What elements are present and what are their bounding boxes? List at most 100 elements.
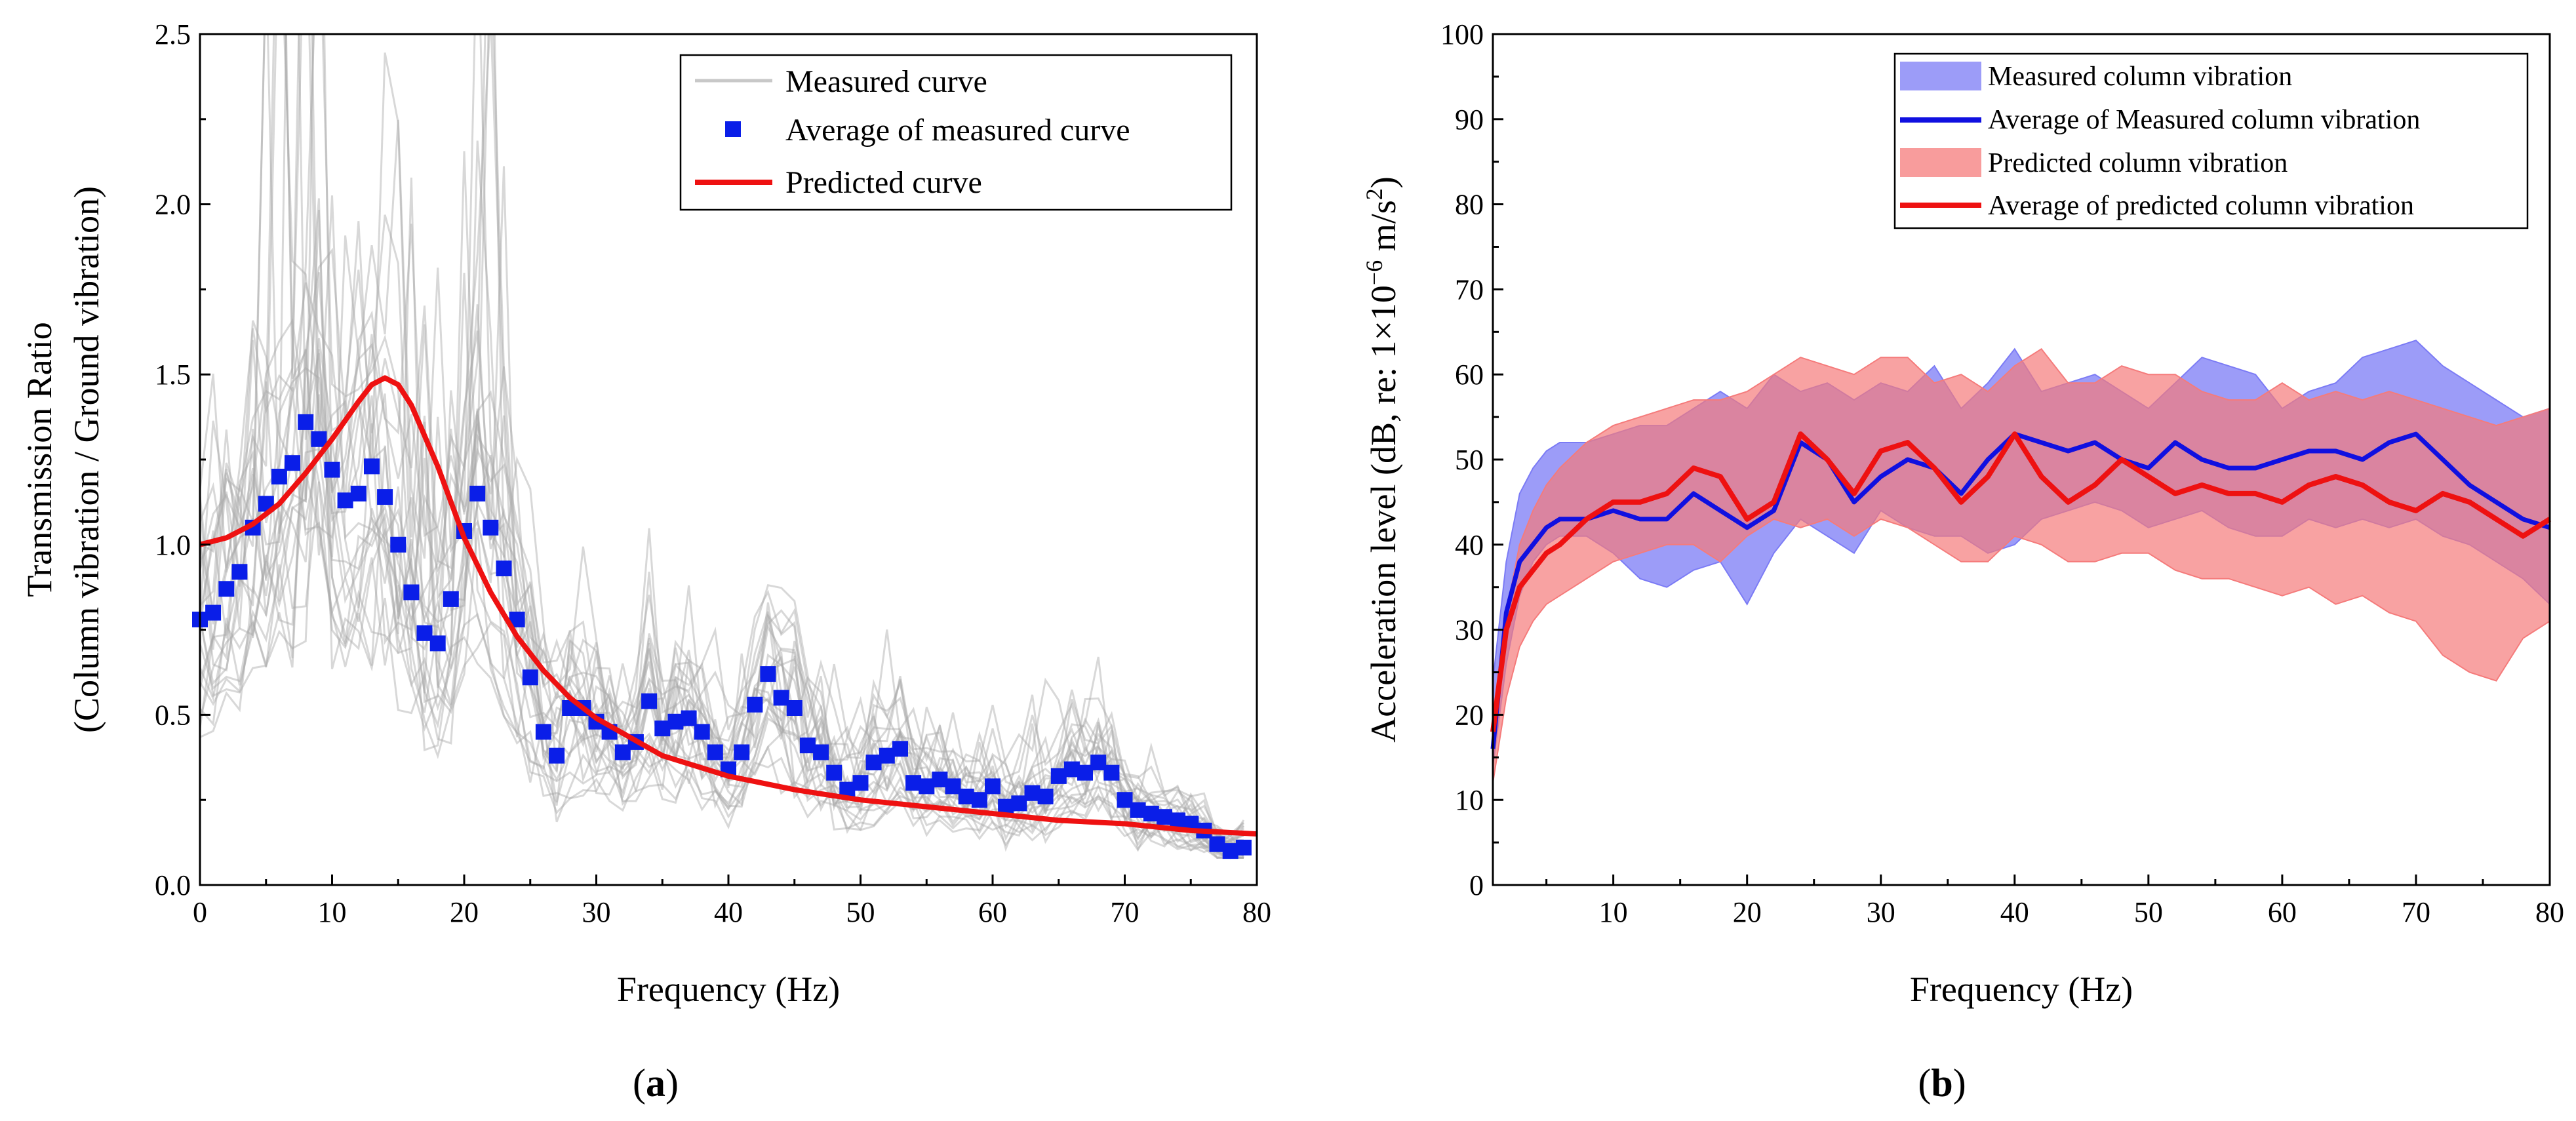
y-tick-label-b: 60	[1455, 359, 1484, 391]
x-tick-label-a: 80	[1242, 896, 1271, 928]
measured-average-line-b	[1490, 431, 2551, 749]
x-tick-label-a: 60	[978, 896, 1007, 928]
x-tick-label-b: 30	[1867, 896, 1895, 928]
y-tick-label-b: 0	[1469, 869, 1484, 901]
legend-swatch-predicted-band	[1900, 148, 1981, 177]
average-point	[799, 738, 816, 754]
measured-curve	[200, 416, 1244, 859]
average-point	[271, 469, 287, 484]
legend-box-b	[1893, 52, 2529, 229]
x-tick-label-b: 20	[1733, 896, 1762, 928]
average-point	[1117, 792, 1133, 808]
average-point	[483, 519, 499, 536]
y-axis-label-a-line1: Transmission Ratio	[20, 322, 59, 597]
y-tick-label-b: 40	[1455, 529, 1484, 561]
x-tick-label-a: 40	[714, 896, 743, 928]
average-point	[1063, 761, 1080, 777]
ticks-b: 10 20 30 40 50 60 70 80 0 10 20 30 40 50 60 70 80 90 100	[1440, 18, 2564, 928]
average-point	[231, 564, 248, 580]
measured-curve	[200, 198, 1244, 859]
measured-curve	[200, 34, 1244, 840]
average-point	[350, 485, 367, 502]
average-point	[1077, 764, 1093, 781]
x-tick-label-b: 40	[2000, 896, 2029, 928]
y-tick-label-b: 10	[1455, 784, 1484, 816]
x-tick-label-a: 20	[450, 896, 479, 928]
average-point	[958, 789, 974, 804]
legend-label-predicted: Predicted curve	[785, 165, 982, 200]
average-point	[1130, 802, 1146, 818]
average-point	[403, 584, 420, 600]
average-point	[377, 489, 393, 505]
legend-label-average: Average of measured curve	[785, 113, 1130, 148]
y-tick-label-b: 90	[1455, 104, 1484, 136]
x-tick-label-b: 60	[2268, 896, 2297, 928]
x-tick-label-b: 50	[2134, 896, 2163, 928]
average-point	[496, 560, 512, 577]
y-tick-label-b: 100	[1440, 18, 1484, 50]
average-point	[760, 666, 776, 682]
average-point	[747, 696, 763, 713]
average-point	[826, 764, 842, 781]
x-tick-label-b: 10	[1599, 896, 1628, 928]
average-point	[919, 778, 935, 795]
average-point	[535, 724, 551, 740]
y-tick-label-a: 2.5	[155, 18, 191, 50]
legend-a: Measured curve Average of measured curve…	[679, 54, 1233, 211]
measured-curve	[200, 210, 1244, 859]
y-tick-label-a: 0.0	[155, 869, 191, 901]
predicted-average-line-b	[1490, 431, 2552, 732]
y-tick-label-b: 70	[1455, 273, 1484, 305]
average-point	[667, 713, 684, 730]
average-point	[1209, 836, 1225, 852]
x-tick-label-b: 70	[2402, 896, 2430, 928]
measured-curve	[200, 387, 1244, 859]
average-point	[773, 690, 789, 706]
predicted-curve-a	[199, 375, 1258, 837]
average-point	[1024, 785, 1040, 801]
average-point	[879, 747, 895, 764]
average-point	[945, 778, 961, 795]
average-point	[1143, 806, 1159, 821]
x-tick-label-a: 50	[846, 896, 875, 928]
average-point	[218, 581, 235, 597]
measured-curve	[200, 273, 1244, 859]
average-point	[205, 604, 222, 621]
caption-a: (a)	[633, 1061, 679, 1105]
y-tick-label-a: 0.5	[155, 699, 191, 731]
legend-swatch-measured-band	[1900, 62, 1981, 90]
average-point	[971, 792, 987, 808]
average-point	[324, 462, 340, 478]
average-point	[985, 778, 1001, 795]
legend-label-measured-avg: Average of Measured column vibration	[1988, 105, 2420, 135]
average-point	[522, 669, 538, 686]
caption-b: (b)	[1918, 1061, 1966, 1105]
average-point	[852, 775, 869, 791]
average-point	[1050, 768, 1067, 784]
average-point	[285, 455, 300, 471]
y-tick-label-b: 50	[1455, 444, 1484, 476]
average-point	[734, 744, 750, 760]
average-point	[337, 492, 353, 509]
average-point	[932, 772, 948, 787]
average-point	[1222, 843, 1238, 859]
legend-label-predicted-band: Predicted column vibration	[1988, 148, 2288, 178]
legend-swatch-average	[725, 121, 741, 137]
average-point	[694, 724, 710, 740]
y-tick-label-b: 30	[1455, 614, 1484, 646]
measured-curve	[200, 34, 1244, 837]
y-tick-label-b: 20	[1455, 699, 1484, 731]
average-point	[1235, 839, 1252, 856]
x-tick-label-b: 80	[2535, 896, 2564, 928]
average-point	[614, 744, 631, 760]
average-point	[1037, 789, 1054, 804]
average-point	[654, 720, 671, 737]
y-axis-label-b: Acceleration level (dB, re: 1×10−6 m/s2)	[1361, 176, 1403, 743]
average-point	[892, 741, 908, 757]
average-point	[469, 485, 486, 502]
x-tick-label-a: 10	[318, 896, 347, 928]
average-point	[681, 710, 697, 726]
average-point	[865, 755, 882, 771]
legend-b: Measured column vibration Average of Mea…	[1893, 52, 2529, 229]
